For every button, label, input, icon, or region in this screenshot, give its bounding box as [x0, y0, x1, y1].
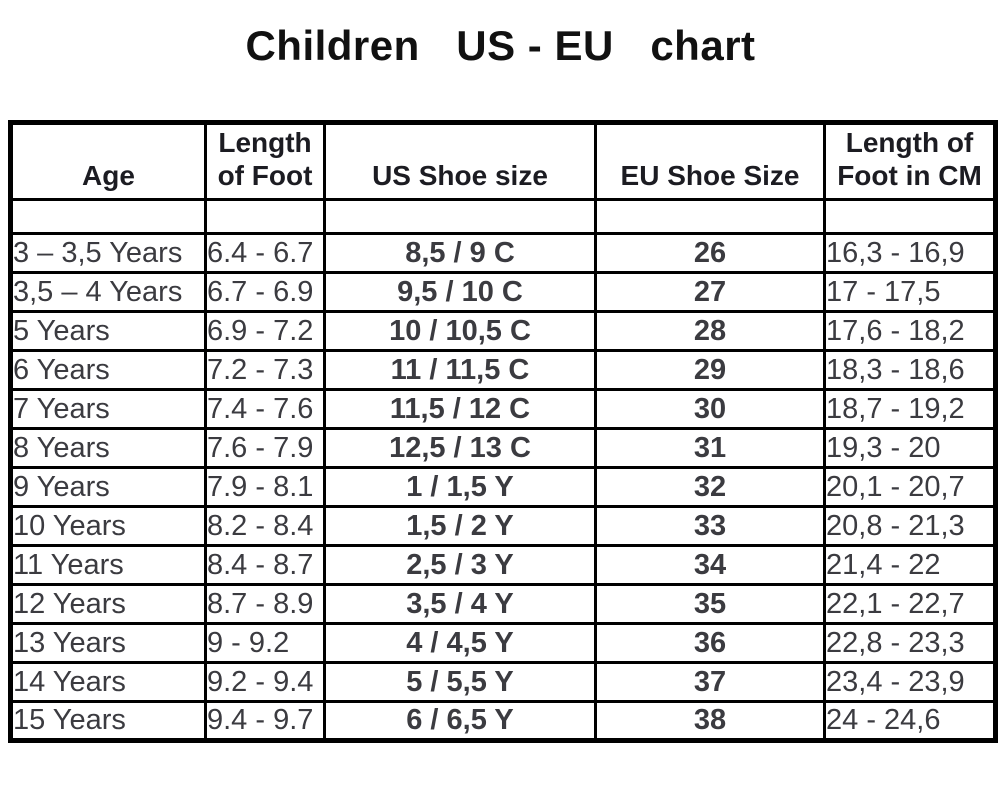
table-row: 15 Years 9.4 - 9.7 6 / 6,5 Y 38 24 - 24,… [9, 700, 997, 742]
table-row: 7 Years 7.4 - 7.6 11,5 / 12 C 30 18,7 - … [9, 388, 997, 430]
cell-foot-length: 7.2 - 7.3 [204, 349, 326, 391]
cell-eu-shoe-size: 26 [594, 232, 826, 274]
cell-eu-shoe-size: 29 [594, 349, 826, 391]
cell-length-cm: 23,4 - 23,9 [823, 661, 997, 703]
cell-eu-shoe-size: 31 [594, 427, 826, 469]
header-length-of-foot: Length of Foot [204, 121, 326, 201]
cell-age: 3,5 – 4 Years [9, 271, 207, 313]
cell-foot-length: 8.7 - 8.9 [204, 583, 326, 625]
cell-age: 7 Years [9, 388, 207, 430]
cell-age: 9 Years [9, 466, 207, 508]
cell-eu-shoe-size: 28 [594, 310, 826, 352]
table-row: 3 – 3,5 Years 6.4 - 6.7 8,5 / 9 C 26 16,… [9, 232, 997, 274]
cell-age: 14 Years [9, 661, 207, 703]
spacer-cell [323, 198, 597, 235]
cell-foot-length: 8.4 - 8.7 [204, 544, 326, 586]
cell-eu-shoe-size: 37 [594, 661, 826, 703]
cell-eu-shoe-size: 35 [594, 583, 826, 625]
cell-us-shoe-size: 11 / 11,5 C [323, 349, 597, 391]
cell-us-shoe-size: 12,5 / 13 C [323, 427, 597, 469]
cell-foot-length: 9.4 - 9.7 [204, 700, 326, 742]
table-row: 11 Years 8.4 - 8.7 2,5 / 3 Y 34 21,4 - 2… [9, 544, 997, 586]
cell-foot-length: 7.6 - 7.9 [204, 427, 326, 469]
cell-us-shoe-size: 4 / 4,5 Y [323, 622, 597, 664]
header-eu-shoe-size: EU Shoe Size [594, 121, 826, 201]
cell-us-shoe-size: 1 / 1,5 Y [323, 466, 597, 508]
table-row: 10 Years 8.2 - 8.4 1,5 / 2 Y 33 20,8 - 2… [9, 505, 997, 547]
table-row: 3,5 – 4 Years 6.7 - 6.9 9,5 / 10 C 27 17… [9, 271, 997, 313]
cell-foot-length: 9 - 9.2 [204, 622, 326, 664]
table-row: 13 Years 9 - 9.2 4 / 4,5 Y 36 22,8 - 23,… [9, 622, 997, 664]
table-row: 12 Years 8.7 - 8.9 3,5 / 4 Y 35 22,1 - 2… [9, 583, 997, 625]
cell-age: 3 – 3,5 Years [9, 232, 207, 274]
table-row: 9 Years 7.9 - 8.1 1 / 1,5 Y 32 20,1 - 20… [9, 466, 997, 508]
cell-foot-length: 6.4 - 6.7 [204, 232, 326, 274]
cell-length-cm: 20,1 - 20,7 [823, 466, 997, 508]
cell-us-shoe-size: 11,5 / 12 C [323, 388, 597, 430]
cell-age: 11 Years [9, 544, 207, 586]
cell-age: 13 Years [9, 622, 207, 664]
cell-foot-length: 6.9 - 7.2 [204, 310, 326, 352]
size-chart-table: Age Length of Foot US Shoe size EU Shoe … [8, 120, 998, 743]
page-title: Children US - EU chart [245, 22, 756, 69]
cell-us-shoe-size: 5 / 5,5 Y [323, 661, 597, 703]
cell-length-cm: 20,8 - 21,3 [823, 505, 997, 547]
cell-foot-length: 7.9 - 8.1 [204, 466, 326, 508]
cell-eu-shoe-size: 33 [594, 505, 826, 547]
table-row: 6 Years 7.2 - 7.3 11 / 11,5 C 29 18,3 - … [9, 349, 997, 391]
cell-us-shoe-size: 10 / 10,5 C [323, 310, 597, 352]
cell-length-cm: 18,3 - 18,6 [823, 349, 997, 391]
cell-age: 8 Years [9, 427, 207, 469]
cell-age: 12 Years [9, 583, 207, 625]
cell-age: 5 Years [9, 310, 207, 352]
cell-age: 6 Years [9, 349, 207, 391]
table-row: 14 Years 9.2 - 9.4 5 / 5,5 Y 37 23,4 - 2… [9, 661, 997, 703]
cell-length-cm: 17 - 17,5 [823, 271, 997, 313]
cell-length-cm: 22,8 - 23,3 [823, 622, 997, 664]
spacer-cell [823, 198, 997, 235]
cell-age: 15 Years [9, 700, 207, 742]
cell-eu-shoe-size: 32 [594, 466, 826, 508]
cell-us-shoe-size: 9,5 / 10 C [323, 271, 597, 313]
cell-length-cm: 21,4 - 22 [823, 544, 997, 586]
cell-length-cm: 16,3 - 16,9 [823, 232, 997, 274]
cell-us-shoe-size: 1,5 / 2 Y [323, 505, 597, 547]
cell-eu-shoe-size: 36 [594, 622, 826, 664]
cell-length-cm: 18,7 - 19,2 [823, 388, 997, 430]
header-age: Age [9, 121, 207, 201]
table-row: 8 Years 7.6 - 7.9 12,5 / 13 C 31 19,3 - … [9, 427, 997, 469]
table-body: 3 – 3,5 Years 6.4 - 6.7 8,5 / 9 C 26 16,… [9, 232, 997, 742]
cell-eu-shoe-size: 34 [594, 544, 826, 586]
table-header-row: Age Length of Foot US Shoe size EU Shoe … [9, 121, 997, 201]
cell-foot-length: 8.2 - 8.4 [204, 505, 326, 547]
spacer-cell [204, 198, 326, 235]
cell-eu-shoe-size: 27 [594, 271, 826, 313]
cell-eu-shoe-size: 30 [594, 388, 826, 430]
cell-us-shoe-size: 2,5 / 3 Y [323, 544, 597, 586]
cell-foot-length: 9.2 - 9.4 [204, 661, 326, 703]
cell-length-cm: 22,1 - 22,7 [823, 583, 997, 625]
cell-length-cm: 19,3 - 20 [823, 427, 997, 469]
cell-length-cm: 17,6 - 18,2 [823, 310, 997, 352]
header-us-shoe-size: US Shoe size [323, 121, 597, 201]
table-spacer-row [9, 198, 997, 235]
cell-eu-shoe-size: 38 [594, 700, 826, 742]
cell-foot-length: 6.7 - 6.9 [204, 271, 326, 313]
cell-age: 10 Years [9, 505, 207, 547]
header-length-cm: Length of Foot in CM [823, 121, 997, 201]
cell-us-shoe-size: 8,5 / 9 C [323, 232, 597, 274]
spacer-cell [594, 198, 826, 235]
cell-foot-length: 7.4 - 7.6 [204, 388, 326, 430]
cell-us-shoe-size: 3,5 / 4 Y [323, 583, 597, 625]
cell-us-shoe-size: 6 / 6,5 Y [323, 700, 597, 742]
cell-length-cm: 24 - 24,6 [823, 700, 997, 742]
spacer-cell [9, 198, 207, 235]
table-row: 5 Years 6.9 - 7.2 10 / 10,5 C 28 17,6 - … [9, 310, 997, 352]
